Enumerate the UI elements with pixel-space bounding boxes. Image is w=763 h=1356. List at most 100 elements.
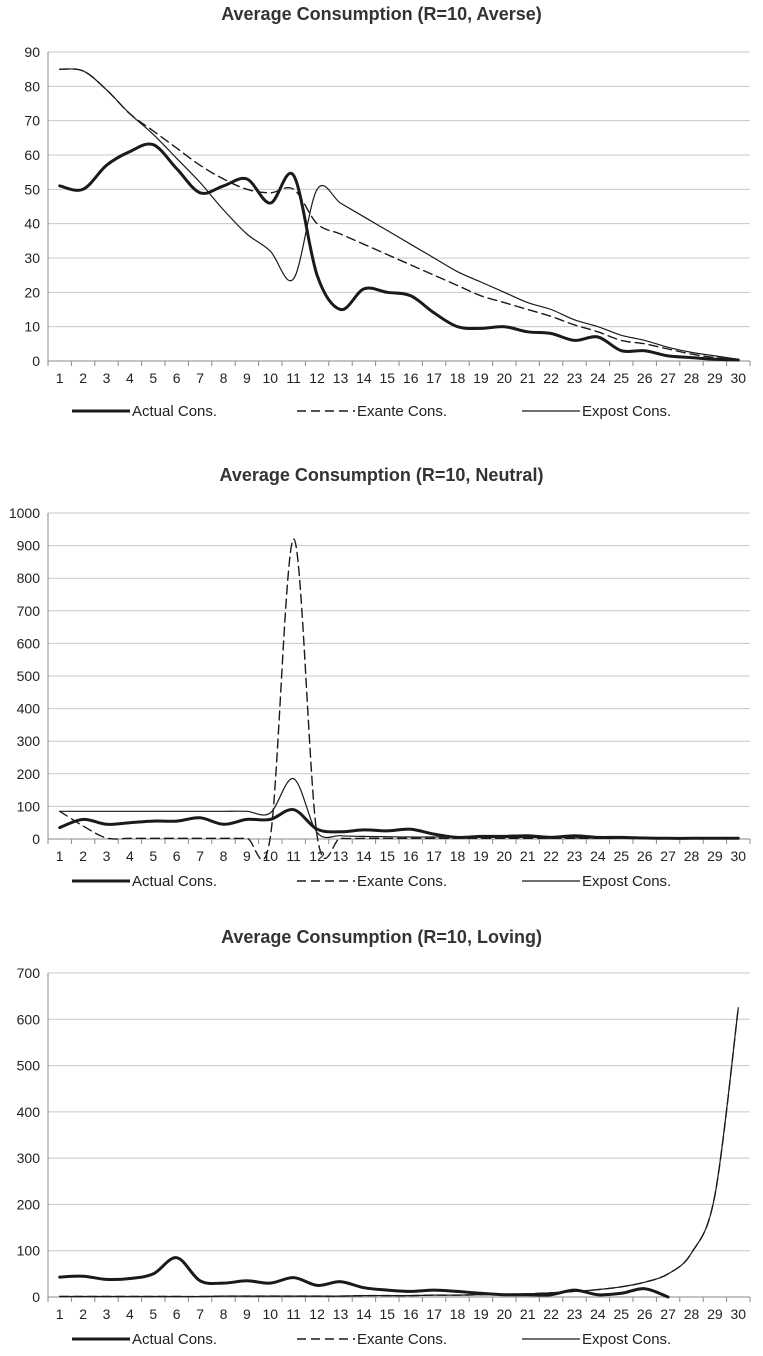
y-tick-label: 200 <box>17 766 41 782</box>
x-tick-label: 12 <box>309 848 325 864</box>
x-tick-label: 25 <box>614 1306 630 1322</box>
x-tick-label: 5 <box>149 370 157 386</box>
x-tick-label: 26 <box>637 1306 653 1322</box>
y-tick-label: 200 <box>17 1196 41 1212</box>
x-tick-label: 24 <box>590 848 606 864</box>
x-tick-label: 15 <box>380 1306 396 1322</box>
x-tick-label: 17 <box>426 370 442 386</box>
x-tick-label: 29 <box>707 1306 723 1322</box>
x-tick-label: 28 <box>684 848 700 864</box>
x-tick-label: 4 <box>126 848 134 864</box>
x-tick-label: 21 <box>520 1306 536 1322</box>
legend-label-expost-cons: Expost Cons. <box>582 403 671 420</box>
x-tick-label: 19 <box>473 848 489 864</box>
x-tick-label: 11 <box>286 848 301 864</box>
x-tick-label: 18 <box>450 370 466 386</box>
chart-title-loving: Average Consumption (R=10, Loving) <box>221 927 542 947</box>
x-tick-label: 19 <box>473 1306 489 1322</box>
legend-label-actual-cons: Actual Cons. <box>132 1331 217 1348</box>
x-tick-label: 14 <box>356 848 372 864</box>
x-tick-label: 22 <box>543 1306 559 1322</box>
y-tick-label: 400 <box>17 1104 41 1120</box>
y-tick-label: 0 <box>32 353 40 369</box>
x-tick-label: 13 <box>333 848 349 864</box>
series-line-exante-cons <box>59 68 739 360</box>
x-tick-label: 8 <box>220 848 228 864</box>
series-line-expost-cons <box>59 778 739 839</box>
x-tick-label: 25 <box>614 848 630 864</box>
x-tick-label: 26 <box>637 370 653 386</box>
y-tick-label: 0 <box>32 1289 40 1305</box>
x-tick-label: 24 <box>590 370 606 386</box>
y-tick-label: 1000 <box>9 505 40 521</box>
y-tick-label: 300 <box>17 1150 41 1166</box>
y-tick-label: 10 <box>24 319 40 335</box>
x-tick-label: 9 <box>243 1306 251 1322</box>
chart-title-neutral: Average Consumption (R=10, Neutral) <box>219 465 544 485</box>
x-tick-label: 12 <box>309 370 325 386</box>
x-tick-label: 5 <box>149 848 157 864</box>
x-tick-label: 11 <box>286 370 301 386</box>
x-tick-label: 29 <box>707 848 723 864</box>
x-tick-label: 22 <box>543 370 559 386</box>
legend-label-expost-cons: Expost Cons. <box>582 873 671 890</box>
legend-label-exante-cons: Exante Cons. <box>357 1331 447 1348</box>
y-tick-label: 100 <box>17 798 41 814</box>
x-tick-label: 16 <box>403 848 419 864</box>
x-tick-label: 18 <box>450 848 466 864</box>
legend-label-exante-cons: Exante Cons. <box>357 873 447 890</box>
x-tick-label: 2 <box>79 1306 87 1322</box>
x-tick-label: 27 <box>660 1306 676 1322</box>
x-tick-label: 5 <box>149 1306 157 1322</box>
x-tick-label: 11 <box>286 1306 301 1322</box>
x-tick-label: 30 <box>731 1306 747 1322</box>
x-tick-label: 17 <box>426 848 442 864</box>
x-tick-label: 28 <box>684 370 700 386</box>
legend-label-expost-cons: Expost Cons. <box>582 1331 671 1348</box>
x-tick-label: 27 <box>660 370 676 386</box>
x-tick-label: 21 <box>520 848 536 864</box>
x-tick-label: 17 <box>426 1306 442 1322</box>
chart-title-averse: Average Consumption (R=10, Averse) <box>221 4 542 24</box>
y-tick-label: 60 <box>24 147 40 163</box>
series-line-expost-cons <box>59 68 739 360</box>
x-tick-label: 7 <box>196 848 204 864</box>
x-tick-label: 29 <box>707 370 723 386</box>
x-tick-label: 13 <box>333 370 349 386</box>
y-tick-label: 0 <box>32 831 40 847</box>
x-tick-label: 1 <box>56 370 64 386</box>
x-tick-label: 3 <box>103 848 111 864</box>
x-tick-label: 14 <box>356 370 372 386</box>
series-line-exante-cons <box>59 1007 739 1298</box>
x-tick-label: 16 <box>403 370 419 386</box>
x-tick-label: 3 <box>103 1306 111 1322</box>
x-tick-label: 4 <box>126 1306 134 1322</box>
x-tick-label: 30 <box>731 848 747 864</box>
x-tick-label: 23 <box>567 848 583 864</box>
x-tick-label: 9 <box>243 848 251 864</box>
x-tick-label: 25 <box>614 370 630 386</box>
y-tick-label: 800 <box>17 570 41 586</box>
x-tick-label: 7 <box>196 370 204 386</box>
y-tick-label: 600 <box>17 635 41 651</box>
x-tick-label: 2 <box>79 370 87 386</box>
x-tick-label: 20 <box>497 370 513 386</box>
series-line-actual-cons <box>58 808 740 840</box>
legend-label-actual-cons: Actual Cons. <box>132 403 217 420</box>
x-tick-label: 1 <box>56 848 64 864</box>
x-tick-label: 9 <box>243 370 251 386</box>
x-tick-label: 18 <box>450 1306 466 1322</box>
y-tick-label: 700 <box>17 965 41 981</box>
y-tick-label: 50 <box>24 181 40 197</box>
x-tick-label: 23 <box>567 370 583 386</box>
x-tick-label: 15 <box>380 370 396 386</box>
legend-label-exante-cons: Exante Cons. <box>357 403 447 420</box>
y-tick-label: 500 <box>17 1058 41 1074</box>
y-tick-label: 70 <box>24 113 40 129</box>
y-tick-label: 400 <box>17 701 41 717</box>
y-tick-label: 20 <box>24 284 40 300</box>
x-tick-label: 16 <box>403 1306 419 1322</box>
x-tick-label: 8 <box>220 370 228 386</box>
